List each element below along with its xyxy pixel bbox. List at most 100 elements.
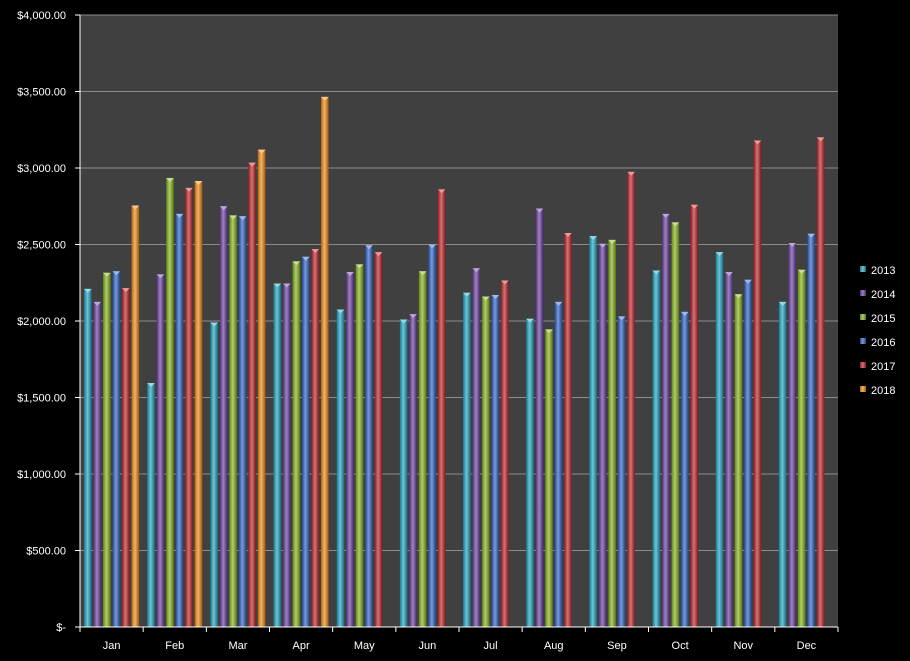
bar-aug-2016: [554, 301, 563, 627]
bar-cap: [807, 233, 815, 238]
bar-cap: [472, 268, 481, 273]
legend-label: 2018: [871, 385, 895, 397]
bar-oct-2016: [681, 311, 689, 627]
bar-cap: [501, 280, 509, 285]
bar-cap: [715, 252, 724, 257]
bar-cap: [788, 242, 796, 247]
bar-oct-2017: [690, 204, 699, 627]
bar-cap: [409, 314, 417, 319]
bar-mar-2015: [229, 215, 237, 627]
bar-jul-2013: [463, 292, 471, 627]
bar-may-2014: [346, 272, 354, 627]
bar-dec-2014: [788, 242, 796, 627]
bar-mar-2017: [248, 162, 256, 627]
bar-nov-2013: [715, 252, 724, 627]
bar-cap: [292, 261, 301, 266]
bar-apr-2017: [311, 249, 320, 627]
legend-swatch: [860, 314, 866, 320]
y-tick-label: $500.00: [26, 546, 66, 558]
x-tick-label: Jan: [103, 640, 121, 652]
y-tick-label: $1,500.00: [17, 393, 66, 405]
bar-sep-2016: [617, 316, 626, 627]
bar-cap: [564, 233, 572, 238]
bar-mar-2013: [210, 322, 218, 627]
bar-cap: [131, 205, 140, 210]
bar-nov-2017: [753, 140, 762, 627]
bar-apr-2018: [321, 96, 329, 628]
bar-cap: [112, 271, 121, 276]
bars: [84, 96, 825, 628]
bar-cap: [463, 292, 471, 297]
bar-cap: [535, 208, 544, 213]
bar-cap: [210, 322, 218, 327]
bar-sep-2014: [598, 243, 607, 628]
legend-label: 2013: [871, 265, 895, 277]
legend-swatch: [860, 386, 866, 392]
bar-cap: [627, 171, 635, 176]
bar-cap: [283, 283, 291, 288]
legend-swatch: [860, 338, 866, 344]
y-tick-label: $2,000.00: [17, 316, 66, 328]
x-tick-label: Oct: [672, 640, 689, 652]
bar-apr-2014: [283, 283, 291, 627]
bar-cap: [175, 213, 184, 218]
legend-label: 2015: [871, 313, 895, 325]
bar-cap: [156, 274, 165, 279]
bar-cap: [482, 296, 490, 301]
bar-jun-2016: [428, 244, 436, 627]
bar-cap: [103, 272, 111, 277]
x-axis-tick-labels: Jan Feb Mar Apr May Jun Jul Aug Sep Oct Nov Dec: [79, 627, 839, 652]
bar-jan-2016: [112, 271, 121, 627]
x-tick-label: Feb: [165, 640, 184, 652]
bar-cap: [608, 239, 616, 244]
bar-cap: [589, 236, 597, 241]
bar-jun-2015: [418, 271, 427, 627]
legend-swatch: [860, 266, 866, 272]
bar-cap: [238, 216, 247, 221]
gridlines: [80, 14, 838, 551]
bar-cap: [122, 288, 130, 293]
bar-cap: [662, 213, 670, 218]
bar-cap: [491, 294, 500, 299]
bar-cap: [545, 329, 553, 334]
bar-jul-2014: [472, 268, 481, 627]
bar-nov-2016: [744, 279, 752, 627]
bar-jan-2017: [122, 288, 130, 627]
bar-jan-2018: [131, 205, 140, 628]
bar-cap: [346, 272, 354, 277]
bar-cap: [418, 271, 427, 276]
bar-cap: [147, 382, 155, 387]
bar-cap: [437, 189, 446, 194]
bar-cap: [690, 204, 699, 209]
bar-cap: [248, 162, 256, 167]
bar-cap: [84, 288, 92, 293]
bar-cap: [399, 319, 408, 324]
y-axis-tick-labels: $- $500.00 $1,000.00 $1,500.00 $2,000.00 $2,5…: [17, 10, 80, 634]
bar-dec-2017: [816, 137, 825, 627]
bar-cap: [797, 269, 806, 274]
bar-aug-2014: [535, 208, 544, 628]
legend-label: 2017: [871, 361, 895, 373]
y-tick-label: $3,500.00: [17, 87, 66, 99]
y-tick-label: $2,500.00: [17, 240, 66, 252]
bar-mar-2018: [257, 149, 266, 627]
bar-cap: [185, 187, 193, 192]
bar-cap: [428, 244, 436, 249]
bar-cap: [355, 264, 364, 269]
bar-cap: [526, 318, 534, 323]
legend-swatch: [860, 290, 866, 296]
bar-may-2017: [374, 252, 383, 627]
x-tick-label: Sep: [607, 640, 627, 652]
bar-cap: [744, 279, 752, 284]
bar-jan-2014: [93, 301, 102, 627]
bar-jun-2014: [409, 314, 417, 627]
bar-cap: [93, 301, 102, 306]
bar-cap: [778, 301, 787, 306]
bar-cap: [671, 222, 680, 227]
bar-jan-2015: [103, 272, 111, 627]
bar-cap: [257, 149, 266, 154]
bar-apr-2016: [302, 256, 310, 627]
bar-sep-2015: [608, 239, 616, 627]
bar-cap: [302, 256, 310, 261]
bar-apr-2015: [292, 261, 301, 627]
